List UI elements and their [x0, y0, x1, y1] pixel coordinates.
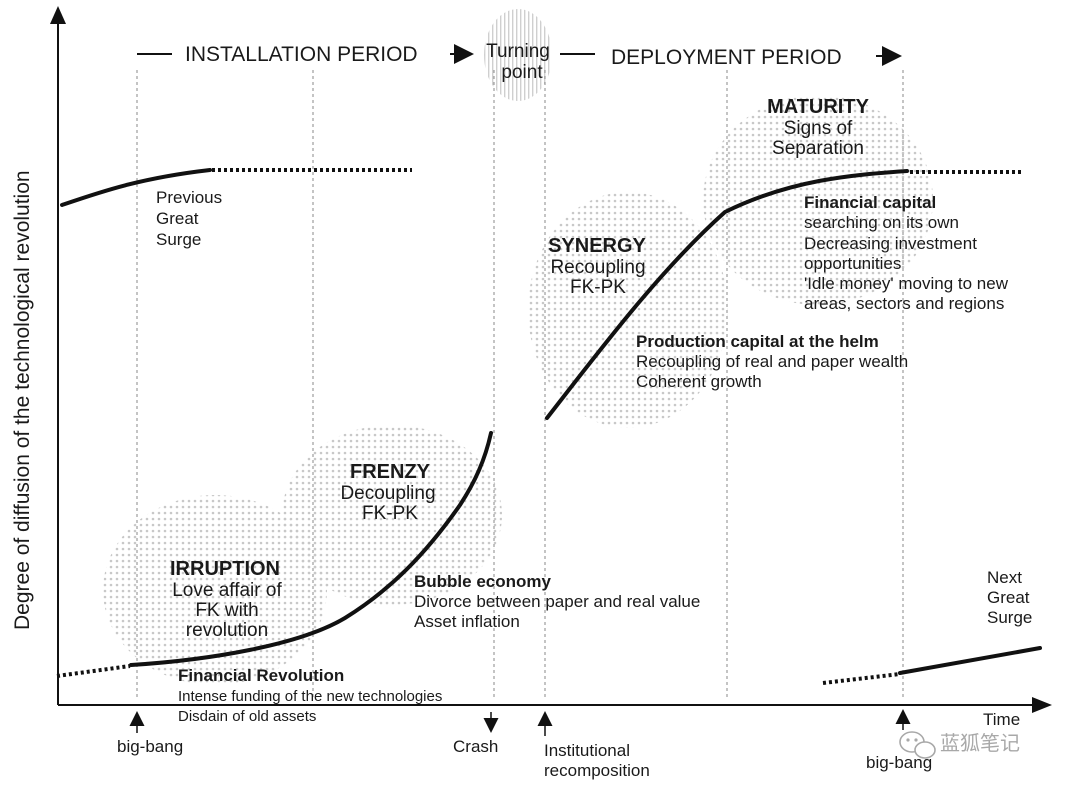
diffusion-curves — [56, 168, 1042, 685]
installation-period-label: INSTALLATION PERIOD — [185, 43, 418, 66]
frenzy-line-1: Decoupling — [340, 483, 435, 504]
bubble-economy-line-1: Divorce between paper and real value — [414, 592, 700, 611]
bubble-economy-line-2: Asset inflation — [414, 612, 520, 631]
bubble-economy-title: Bubble economy — [414, 572, 552, 591]
synergy-title: SYNERGY — [548, 235, 646, 257]
irruption-line-2: FK with — [195, 600, 258, 621]
synergy-blob — [528, 192, 728, 428]
irruption-line-1: Love affair of — [172, 580, 282, 601]
financial-capital-line-4: 'Idle money' moving to new — [804, 274, 1009, 293]
wechat-icon — [899, 731, 936, 759]
synergy-line-2: FK-PK — [570, 277, 626, 298]
financial-revolution-line-1: Intense funding of the new technologies — [178, 688, 442, 705]
next-surge-line-1: Next — [987, 568, 1022, 587]
period-guides — [136, 70, 904, 700]
big-bang-2-label: big-bang — [866, 753, 932, 772]
crash-label: Crash — [453, 737, 498, 756]
frenzy-title: FRENZY — [350, 461, 431, 483]
deployment-period-label: DEPLOYMENT PERIOD — [611, 46, 842, 69]
turning-point-label-2: point — [501, 62, 543, 83]
financial-revolution-title: Financial Revolution — [178, 666, 344, 685]
next-surge-line-3: Surge — [987, 608, 1032, 627]
phase-blobs — [103, 9, 933, 685]
y-axis-label: Degree of diffusion of the technological… — [11, 170, 34, 630]
financial-capital-title: Financial capital — [804, 193, 936, 212]
maturity-line-1: Signs of — [784, 118, 853, 139]
next-surge-dotted — [822, 672, 901, 685]
turning-point-blob — [484, 9, 552, 101]
financial-capital-line-1: searching on its own — [804, 213, 959, 232]
maturity-title: MATURITY — [767, 96, 869, 118]
frenzy-blob — [282, 425, 502, 605]
x-axis-arrow — [1032, 697, 1052, 713]
production-capital-line-2: Coherent growth — [636, 372, 762, 391]
next-surge-curve — [898, 646, 1042, 675]
axes — [50, 6, 1052, 713]
big-bang-1-label: big-bang — [117, 737, 183, 756]
event-markers — [129, 709, 911, 736]
watermark-text: 蓝狐笔记 — [940, 731, 1020, 755]
institutional-label-2: recomposition — [544, 761, 650, 780]
next-surge-line-2: Great — [987, 588, 1030, 607]
watermark: 蓝狐笔记 — [899, 731, 1020, 759]
installation-curve — [129, 431, 493, 667]
previous-surge-line-3: Surge — [156, 230, 201, 249]
maturity-blob — [703, 95, 933, 305]
irruption-title: IRRUPTION — [170, 558, 280, 580]
previous-surge-line-1: Previous — [156, 188, 222, 207]
pre-irruption-dotted — [56, 664, 131, 678]
previous-surge-line-2: Great — [156, 209, 199, 228]
financial-revolution-line-2: Disdain of old assets — [178, 708, 316, 725]
irruption-blob — [103, 495, 327, 685]
financial-capital-line-5: areas, sectors and regions — [804, 294, 1004, 313]
synergy-line-1: Recoupling — [550, 257, 645, 278]
maturity-line-2: Separation — [772, 138, 864, 159]
production-capital-line-1: Recoupling of real and paper wealth — [636, 352, 908, 371]
deployment-curve — [545, 169, 909, 420]
production-capital-title: Production capital at the helm — [636, 332, 879, 351]
y-axis-arrow — [50, 6, 66, 24]
period-header — [137, 44, 902, 66]
frenzy-line-2: FK-PK — [362, 503, 418, 524]
x-axis-label: Time — [983, 710, 1020, 729]
previous-surge-curve — [60, 168, 212, 207]
financial-capital-line-2: Decreasing investment — [804, 234, 977, 253]
institutional-label-1: Institutional — [544, 741, 630, 760]
turning-point-label-1: Turning — [486, 41, 550, 62]
irruption-line-3: revolution — [186, 620, 268, 641]
financial-capital-line-3: opportunities — [804, 254, 901, 273]
